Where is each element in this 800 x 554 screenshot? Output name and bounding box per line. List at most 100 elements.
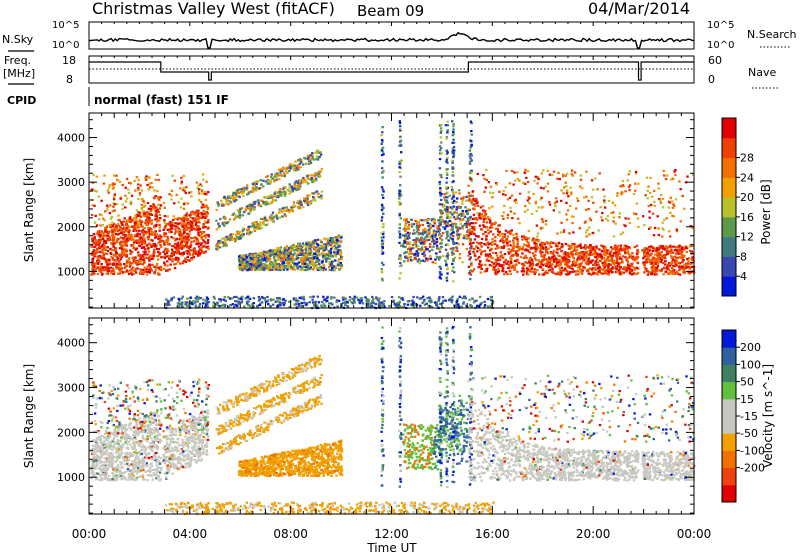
scatter-cell: [172, 224, 175, 227]
scatter-cell: [125, 270, 128, 273]
scatter-cell: [582, 254, 585, 257]
scatter-cell: [251, 260, 254, 263]
scatter-cell: [267, 258, 270, 261]
scatter-cell: [433, 242, 436, 245]
scatter-cell: [399, 139, 403, 142]
scatter-cell: [451, 237, 454, 241]
scatter-cell: [651, 246, 654, 249]
scatter-cell: [286, 268, 289, 271]
scatter-cell: [315, 267, 319, 270]
scatter-cell: [477, 266, 480, 269]
scatter-cell: [140, 221, 144, 224]
scatter-cell: [132, 269, 135, 272]
scatter-cell: [465, 237, 468, 240]
scatter-cell: [276, 172, 279, 175]
scatter-cell: [451, 166, 454, 169]
scatter-cell: [160, 268, 163, 272]
scatter-cell: [198, 248, 201, 251]
scatter-cell: [281, 215, 284, 218]
scatter-cell: [330, 262, 333, 265]
scatter-cell: [289, 251, 292, 254]
scatter-cell: [249, 263, 252, 266]
scatter-cell: [266, 195, 270, 198]
scatter-cell: [539, 250, 542, 253]
scatter-cell: [331, 266, 334, 270]
scatter-cell: [123, 253, 127, 256]
scatter-cell: [461, 199, 464, 202]
scatter-cell: [445, 171, 449, 175]
scatter-cell: [186, 202, 190, 205]
scatter-cell: [156, 173, 159, 176]
scatter-cell: [446, 230, 449, 233]
scatter-cell: [306, 197, 309, 200]
scatter-cell: [176, 247, 179, 250]
scatter-cell: [609, 259, 612, 262]
scatter-cell: [404, 221, 407, 224]
scatter-cell: [130, 268, 133, 271]
scatter-cell: [490, 243, 494, 246]
scatter-cell: [189, 216, 192, 219]
scatter-cell: [275, 265, 278, 268]
scatter-cell: [248, 268, 251, 271]
scatter-cell: [325, 260, 328, 263]
scatter-cell: [380, 271, 384, 274]
scatter-cell: [403, 240, 407, 244]
scatter-cell: [571, 255, 574, 258]
scatter-cell: [246, 269, 249, 272]
scatter-cell: [548, 256, 551, 259]
scatter-cell: [126, 259, 129, 262]
scatter-cell: [205, 193, 208, 196]
scatter-cell: [147, 230, 151, 233]
scatter-cell: [129, 249, 132, 252]
scatter-cell: [293, 252, 296, 255]
scatter-cell: [183, 240, 186, 243]
station-title: Christmas Valley West (fitACF): [92, 0, 335, 18]
scatter-cell: [132, 246, 135, 250]
scatter-cell: [275, 268, 278, 271]
scatter-cell: [309, 244, 312, 247]
scatter-cell: [248, 225, 251, 228]
scatter-cell: [600, 250, 604, 253]
scatter-cell: [113, 228, 116, 231]
scatter-cell: [207, 191, 210, 194]
scatter-cell: [288, 186, 291, 189]
scatter-cell: [270, 196, 273, 199]
scatter-cell: [324, 247, 328, 250]
scatter-cell: [121, 207, 124, 210]
scatter-cell: [148, 218, 151, 222]
scatter-cell: [155, 211, 158, 215]
scatter-cell: [137, 224, 140, 227]
scatter-cell: [120, 229, 123, 232]
scatter-cell: [282, 268, 285, 271]
scatter-cell: [149, 205, 152, 208]
scatter-cell: [451, 222, 454, 225]
scatter-cell: [573, 247, 576, 250]
scatter-cell: [101, 232, 105, 235]
scatter-cell: [133, 217, 136, 220]
scatter-cell: [440, 175, 443, 179]
scatter-cell: [546, 251, 549, 254]
scatter-cell: [119, 268, 123, 271]
scatter-cell: [291, 255, 294, 259]
scatter-cell: [319, 245, 323, 248]
scatter-cell: [676, 264, 679, 267]
scatter-cell: [111, 187, 115, 190]
scatter-cell: [180, 234, 183, 237]
scatter-cell: [157, 250, 160, 254]
scatter-cell: [480, 228, 483, 231]
scatter-cell: [312, 178, 316, 181]
scatter-cell: [175, 262, 178, 265]
scatter-cell: [650, 266, 653, 269]
scatter-cell: [660, 258, 664, 262]
scatter-cell: [628, 267, 632, 270]
scatter-cell: [547, 266, 550, 269]
scatter-cell: [129, 263, 132, 266]
scatter-cell: [131, 256, 135, 259]
scatter-cell: [328, 254, 331, 258]
scatter-cell: [237, 232, 240, 235]
scatter-cell: [140, 225, 143, 228]
scatter-cell: [605, 249, 609, 252]
scatter-cell: [112, 238, 115, 241]
scatter-cell: [470, 245, 473, 248]
scatter-cell: [496, 256, 500, 260]
